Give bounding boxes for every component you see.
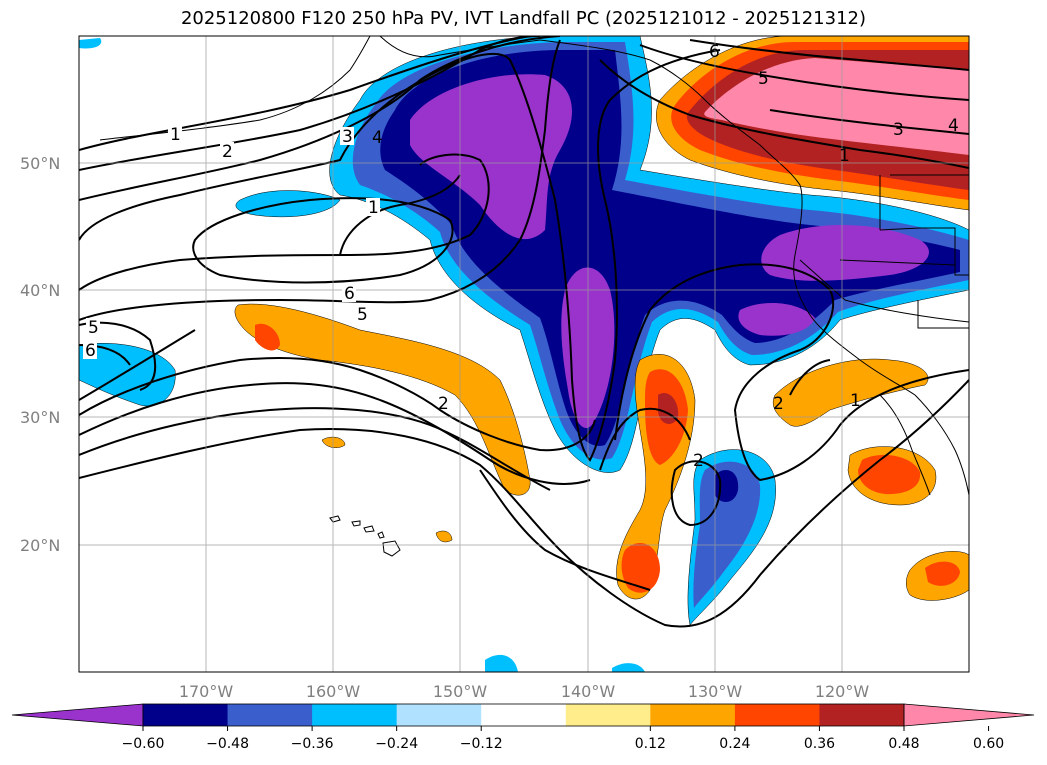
contour-label: 1 (839, 146, 850, 166)
colorbar-segment (143, 704, 229, 726)
contour-label: 2 (773, 394, 784, 414)
contour-label: 1 (850, 391, 861, 411)
lon-label: 120°W (815, 682, 870, 701)
lat-label: 40°N (20, 281, 60, 300)
lon-label: 140°W (561, 682, 616, 701)
colorbar-segment (565, 704, 651, 726)
lat-label: 20°N (20, 536, 60, 555)
contour-label: 1 (368, 198, 379, 218)
contour-label: 5 (357, 305, 368, 325)
contour-label: 1 (170, 125, 181, 145)
contour-label: 3 (893, 120, 904, 140)
colorbar-segment (312, 704, 398, 726)
negative-anomaly-trough (329, 36, 969, 473)
contour-label: 2 (438, 394, 449, 414)
positive-anomaly (234, 36, 969, 601)
colorbar-segment (650, 704, 736, 726)
colorbar-tick-label: 0.12 (635, 736, 666, 752)
colorbar-tick-label: 0.48 (888, 736, 919, 752)
lat-label: 50°N (20, 154, 60, 173)
colorbar-segment (819, 704, 905, 726)
map-plot-area: 1 2 3 4 6 5 6 5 1 6 5 2 2 1 2 3 4 1 (79, 36, 969, 672)
contour-labels: 1 2 3 4 6 5 6 5 1 6 5 2 2 1 2 3 4 1 (83, 42, 959, 471)
colorbar-tick-label: −0.12 (460, 736, 503, 752)
colorbar-tick-label: 0.36 (804, 736, 835, 752)
negative-anomaly-minor (79, 38, 776, 672)
colorbar-segment (481, 704, 567, 726)
latitude-labels: 50°N 40°N 30°N 20°N (20, 154, 60, 555)
contour-label: 4 (372, 128, 383, 148)
colorbar-segment (227, 704, 313, 726)
colorbar-frame (142, 703, 905, 727)
contour-label: 2 (693, 451, 704, 471)
contour-label: 5 (758, 69, 769, 89)
contour-label: 6 (709, 42, 720, 62)
colorbar-segment (734, 704, 820, 726)
colorbar-extend-low (11, 703, 144, 727)
colorbar-tick-label: −0.24 (375, 736, 418, 752)
lon-label: 160°W (306, 682, 361, 701)
colorbar-tick-label: 0.24 (719, 736, 750, 752)
lon-label: 130°W (688, 682, 743, 701)
contour-label: 3 (342, 127, 353, 147)
colorbar-tick-label: −0.60 (122, 736, 165, 752)
colorbar-tick-label: 0.60 (973, 736, 1004, 752)
hawaii-islands (329, 515, 401, 557)
colorbar: −0.60 −0.48 −0.36 −0.24 −0.12 0.12 0.24 0.36 0.4… (11, 703, 1035, 752)
lat-label: 30°N (20, 408, 60, 427)
colorbar-tick-label: −0.36 (291, 736, 334, 752)
contour-label: 6 (85, 341, 96, 361)
contour-label: 4 (948, 116, 959, 136)
colorbar-extend-high (903, 703, 1035, 727)
lon-label: 150°W (433, 682, 488, 701)
graticule (79, 36, 969, 672)
longitude-labels: 170°W 160°W 150°W 140°W 130°W 120°W (179, 682, 870, 701)
map-frame (78, 35, 970, 673)
colorbar-segment (396, 704, 482, 726)
contour-label: 6 (344, 284, 355, 304)
pv-contours (79, 36, 969, 628)
contour-label: 5 (88, 318, 99, 338)
contour-label: 2 (222, 142, 233, 162)
colorbar-tick-label: −0.48 (206, 736, 249, 752)
map-title: 2025120800 F120 250 hPa PV, IVT Landfall… (180, 8, 867, 29)
lon-label: 170°W (179, 682, 234, 701)
